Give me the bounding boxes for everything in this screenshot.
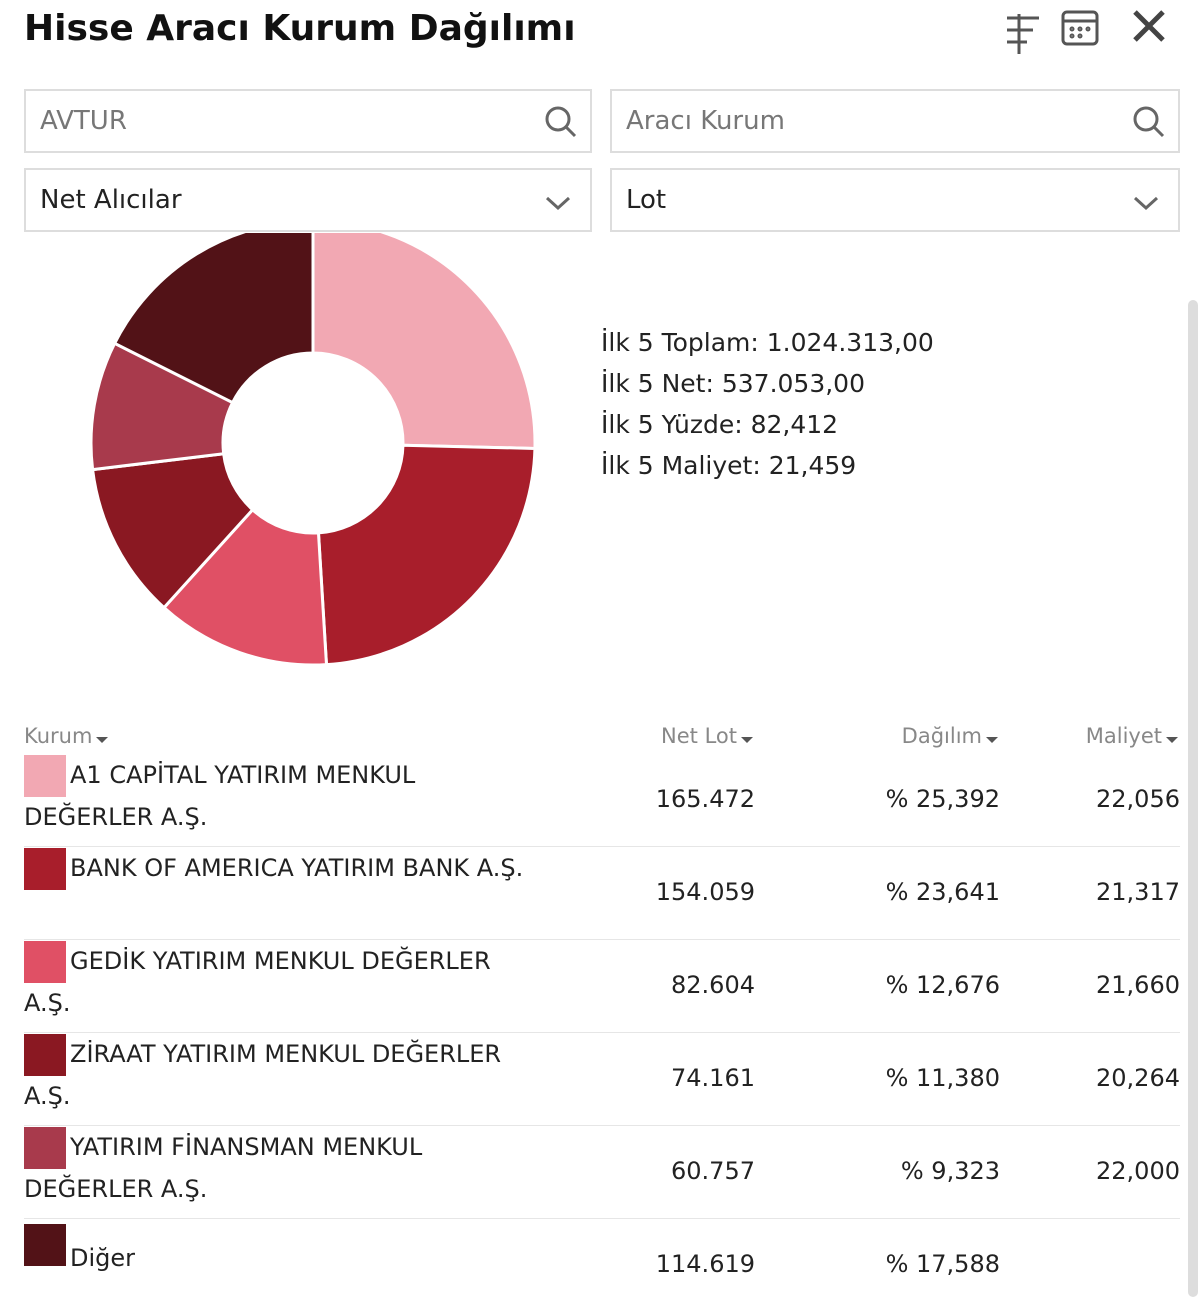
sort-caret[interactable] xyxy=(986,737,998,749)
donut-slice[interactable] xyxy=(113,233,315,405)
legend-swatch xyxy=(24,1127,66,1169)
broker-name-text: GEDİK YATIRIM MENKUL DEĞERLER A.Ş. xyxy=(24,947,491,1017)
cost: 21,317 xyxy=(1096,878,1180,906)
net-lot: 114.619 xyxy=(655,1250,755,1278)
legend-swatch xyxy=(24,1034,66,1076)
sort-caret[interactable] xyxy=(1166,737,1178,749)
broker-name[interactable]: ZİRAAT YATIRIM MENKUL DEĞERLER A.Ş. xyxy=(24,1034,544,1117)
summary-line: İlk 5 Maliyet: 21,459 xyxy=(601,451,857,480)
net-lot: 74.161 xyxy=(671,1064,755,1092)
cost: 20,264 xyxy=(1096,1064,1180,1092)
donut-slice[interactable] xyxy=(316,443,537,667)
column-header[interactable]: Maliyet xyxy=(1086,724,1180,748)
broker-name-text: A1 CAPİTAL YATIRIM MENKUL DEĞERLER A.Ş. xyxy=(24,761,416,831)
summary-line: İlk 5 Net: 537.053,00 xyxy=(601,369,865,398)
legend-swatch xyxy=(24,941,66,983)
broker-name-text: Diğer xyxy=(70,1244,136,1272)
broker-name[interactable]: BANK OF AMERICA YATIRIM BANK A.Ş. xyxy=(24,848,544,890)
legend-swatch xyxy=(24,848,66,890)
cost: 22,000 xyxy=(1096,1157,1180,1185)
net-lot: 60.757 xyxy=(671,1157,755,1185)
row-separator xyxy=(24,846,1180,847)
legend-swatch xyxy=(24,755,66,797)
cost: 22,056 xyxy=(1096,785,1180,813)
broker-name-text: ZİRAAT YATIRIM MENKUL DEĞERLER A.Ş. xyxy=(24,1040,502,1110)
symbol-search[interactable]: AVTUR xyxy=(24,89,592,153)
distribution: % 9,323 xyxy=(900,1157,1000,1185)
cost: 21,660 xyxy=(1096,971,1180,999)
summary-line: İlk 5 Toplam: 1.024.313,00 xyxy=(601,328,934,357)
panel-title: Hisse Aracı Kurum Dağılımı xyxy=(24,8,576,49)
distribution: % 12,676 xyxy=(885,971,1000,999)
column-header[interactable]: Dağılım xyxy=(902,724,1000,748)
row-separator xyxy=(24,1125,1180,1126)
sort-caret[interactable] xyxy=(741,737,753,749)
row-separator xyxy=(24,1032,1180,1033)
side-dropdown[interactable]: Net Alıcılar xyxy=(24,168,592,232)
broker-name-text: YATIRIM FİNANSMAN MENKUL DEĞERLER A.Ş. xyxy=(24,1133,423,1203)
distribution: % 11,380 xyxy=(885,1064,1000,1092)
scrollbar[interactable] xyxy=(1188,300,1198,1297)
close-icon[interactable] xyxy=(1133,10,1165,42)
column-header[interactable]: Net Lot xyxy=(661,724,755,748)
unit-dropdown[interactable]: Lot xyxy=(610,168,1180,232)
net-lot: 165.472 xyxy=(655,785,755,813)
distribution: % 25,392 xyxy=(885,785,1000,813)
summary-line: İlk 5 Yüzde: 82,412 xyxy=(601,410,839,439)
row-separator xyxy=(24,939,1180,940)
broker-name-text: BANK OF AMERICA YATIRIM BANK A.Ş. xyxy=(70,854,524,882)
donut-slice[interactable] xyxy=(162,508,328,667)
net-lot: 154.059 xyxy=(655,878,755,906)
broker-name[interactable]: GEDİK YATIRIM MENKUL DEĞERLER A.Ş. xyxy=(24,941,544,1024)
net-lot: 82.604 xyxy=(671,971,755,999)
broker-name[interactable]: Diğer xyxy=(24,1224,544,1279)
row-separator xyxy=(24,1218,1180,1219)
sort-caret[interactable] xyxy=(96,737,109,749)
broker-name[interactable]: A1 CAPİTAL YATIRIM MENKUL DEĞERLER A.Ş. xyxy=(24,755,544,838)
legend-swatch xyxy=(24,1224,66,1266)
donut-slice[interactable] xyxy=(311,233,537,450)
distribution: % 17,588 xyxy=(885,1250,1000,1278)
calendar-icon[interactable] xyxy=(1061,10,1099,46)
input-icons xyxy=(545,106,1165,211)
column-header[interactable]: Kurum xyxy=(24,724,110,748)
distribution: % 23,641 xyxy=(885,878,1000,906)
filter-icon[interactable] xyxy=(1007,14,1039,54)
header-icons xyxy=(1007,10,1165,54)
donut-chart xyxy=(89,233,537,667)
broker-name[interactable]: YATIRIM FİNANSMAN MENKUL DEĞERLER A.Ş. xyxy=(24,1127,544,1210)
broker-search[interactable]: Aracı Kurum xyxy=(610,89,1180,153)
